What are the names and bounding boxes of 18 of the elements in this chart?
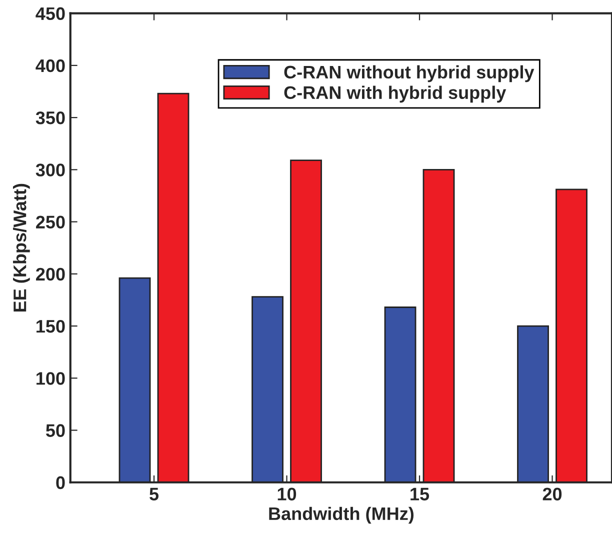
x-tick-label: 15 [410, 488, 430, 500]
x-tick-label: 5 [150, 488, 159, 500]
y-tick-label: 50 [46, 424, 65, 437]
y-tick-label: 350 [36, 111, 65, 124]
y-axis-title: EE (Kbps/Watt) [13, 184, 30, 312]
y-tick-label: 250 [36, 216, 65, 229]
y-tick-label: 0 [56, 476, 65, 490]
y-tick-label: 100 [36, 372, 65, 385]
x-axis-title: Bandwidth (MHz) [269, 506, 414, 524]
x-tick-label: 10 [278, 488, 296, 500]
y-tick-label: 150 [36, 320, 65, 333]
y-tick-label: 450 [36, 7, 65, 20]
y-tick-label: 300 [36, 164, 65, 176]
x-tick-label: 20 [542, 488, 562, 500]
legend-label: C-RAN with hybrid supply [284, 86, 506, 103]
legend-label: C-RAN without hybrid supply [284, 65, 534, 82]
y-tick-label: 400 [36, 59, 65, 72]
y-tick-label: 200 [36, 268, 65, 281]
